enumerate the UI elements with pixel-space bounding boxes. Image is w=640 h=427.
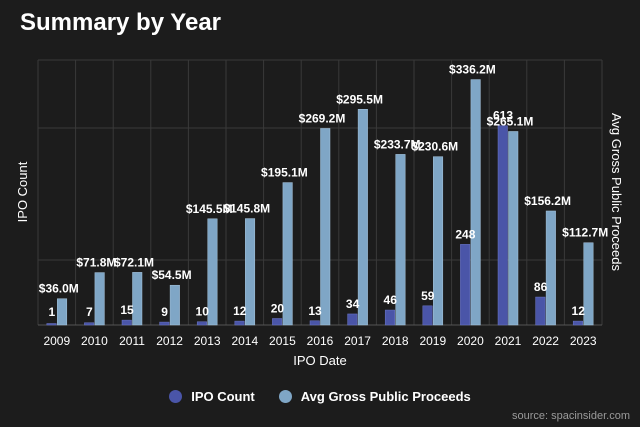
label-avg-proceeds-2014: $145.8M xyxy=(223,202,270,216)
bar-avg-proceeds-2023 xyxy=(583,242,594,326)
bar-ipo-count-2021 xyxy=(497,125,508,326)
label-ipo-count-2018: 46 xyxy=(384,293,398,307)
bar-ipo-count-2019 xyxy=(422,305,433,326)
bar-avg-proceeds-2020 xyxy=(470,79,481,326)
bar-ipo-count-2022 xyxy=(535,296,546,326)
bar-ipo-count-2009 xyxy=(46,323,57,326)
x-tick-label-2014: 2014 xyxy=(231,334,258,348)
x-tick-label-2016: 2016 xyxy=(307,334,334,348)
bar-avg-proceeds-2010 xyxy=(94,272,105,326)
label-ipo-count-2023: 12 xyxy=(572,304,586,318)
x-tick-label-2023: 2023 xyxy=(570,334,597,348)
label-avg-proceeds-2018: $233.7M xyxy=(374,137,421,151)
x-axis-title: IPO Date xyxy=(293,353,346,368)
legend-swatch-avg-proceeds xyxy=(278,390,292,403)
legend-item-avg-proceeds[interactable]: Avg Gross Public Proceeds xyxy=(278,389,471,404)
x-tick-label-2021: 2021 xyxy=(495,334,522,348)
label-ipo-count-2014: 12 xyxy=(233,304,247,318)
x-tick-label-2012: 2012 xyxy=(156,334,183,348)
bar-ipo-count-2015 xyxy=(272,318,283,326)
x-tick-label-2011: 2011 xyxy=(119,334,145,348)
bar-ipo-count-2023 xyxy=(572,320,583,326)
data-labels: $36.0M 1 $71.8M 7 $72.1M 15 $54.5M 9 $145.5M 10 $1… xyxy=(39,63,608,319)
x-tick-label-2022: 2022 xyxy=(532,334,559,348)
label-ipo-count-2019: 59 xyxy=(421,289,435,303)
bar-avg-proceeds-2012 xyxy=(169,284,180,326)
y-axis-title-left: IPO Count xyxy=(15,161,30,222)
label-avg-proceeds-2012: $54.5M xyxy=(152,268,192,282)
label-ipo-count-2009: 1 xyxy=(48,305,55,319)
legend-label-avg-proceeds: Avg Gross Public Proceeds xyxy=(300,389,471,404)
label-avg-proceeds-2013: $145.5M xyxy=(186,202,233,216)
x-tick-label-2018: 2018 xyxy=(382,334,409,348)
axes: 2009 2010 2011 2012 2013 2014 2015 2016 2017 2018… xyxy=(15,113,624,368)
label-ipo-count-2011: 15 xyxy=(120,303,134,317)
label-avg-proceeds-2017: $295.5M xyxy=(336,92,383,106)
bar-ipo-count-2011 xyxy=(121,319,132,326)
bar-ipo-count-2018 xyxy=(384,309,395,326)
label-ipo-count-2020: 248 xyxy=(455,227,475,241)
bar-avg-proceeds-2017 xyxy=(357,109,368,326)
bar-avg-proceeds-2018 xyxy=(395,154,406,326)
label-ipo-count-2012: 9 xyxy=(161,305,168,319)
label-ipo-count-2013: 10 xyxy=(196,305,210,319)
bar-avg-proceeds-2014 xyxy=(245,218,256,326)
source-credit: source: spacinsider.com xyxy=(512,410,630,422)
bars xyxy=(46,79,594,326)
bar-avg-proceeds-2015 xyxy=(282,182,293,326)
label-ipo-count-2022: 86 xyxy=(534,280,548,294)
x-tick-label-2017: 2017 xyxy=(344,334,371,348)
bar-ipo-count-2013 xyxy=(196,321,207,326)
x-tick-label-2019: 2019 xyxy=(419,334,446,348)
bar-avg-proceeds-2013 xyxy=(207,218,218,326)
label-avg-proceeds-2010: $71.8M xyxy=(76,256,116,270)
x-tick-label-2010: 2010 xyxy=(81,334,108,348)
legend-swatch-ipo-count xyxy=(169,390,183,403)
bar-ipo-count-2010 xyxy=(84,322,95,326)
x-tick-label-2013: 2013 xyxy=(194,334,221,348)
bar-avg-proceeds-2019 xyxy=(433,156,444,326)
x-tick-label-2020: 2020 xyxy=(457,334,484,348)
label-avg-proceeds-2020: $336.2M xyxy=(449,63,496,77)
y-axis-title-right: Avg Gross Public Proceeds xyxy=(609,113,624,271)
bar-ipo-count-2017 xyxy=(347,313,358,326)
label-ipo-count-2015: 20 xyxy=(271,301,285,315)
label-ipo-count-2016: 13 xyxy=(308,304,322,318)
label-ipo-count-2010: 7 xyxy=(86,305,93,319)
legend: IPO Count Avg Gross Public Proceeds xyxy=(0,389,640,404)
chart-title: Summary by Year xyxy=(20,9,222,36)
legend-item-ipo-count[interactable]: IPO Count xyxy=(169,389,255,404)
label-avg-proceeds-2016: $269.2M xyxy=(299,111,346,125)
label-ipo-count-2021: 613 xyxy=(493,109,513,123)
label-ipo-count-2017: 34 xyxy=(346,297,360,311)
bar-avg-proceeds-2021 xyxy=(508,131,519,326)
x-tick-label-2009: 2009 xyxy=(43,334,70,348)
bar-avg-proceeds-2022 xyxy=(545,210,556,326)
bar-avg-proceeds-2011 xyxy=(132,272,143,326)
label-avg-proceeds-2009: $36.0M xyxy=(39,282,79,296)
bar-ipo-count-2014 xyxy=(234,320,245,326)
grid xyxy=(37,59,603,326)
label-avg-proceeds-2022: $156.2M xyxy=(524,194,571,208)
legend-label-ipo-count: IPO Count xyxy=(191,389,255,404)
label-avg-proceeds-2021: $265.1M xyxy=(487,114,534,128)
label-avg-proceeds-2019: $230.6M xyxy=(411,140,458,154)
bar-avg-proceeds-2009 xyxy=(57,298,68,326)
label-avg-proceeds-2015: $195.1M xyxy=(261,166,308,180)
bar-ipo-count-2020 xyxy=(460,244,471,326)
label-avg-proceeds-2023: $112.7M xyxy=(562,226,608,240)
bar-avg-proceeds-2016 xyxy=(320,128,331,326)
bar-ipo-count-2016 xyxy=(309,320,320,326)
x-tick-label-2015: 2015 xyxy=(269,334,296,348)
label-avg-proceeds-2011: $72.1M xyxy=(114,255,154,269)
bar-ipo-count-2012 xyxy=(159,321,170,326)
